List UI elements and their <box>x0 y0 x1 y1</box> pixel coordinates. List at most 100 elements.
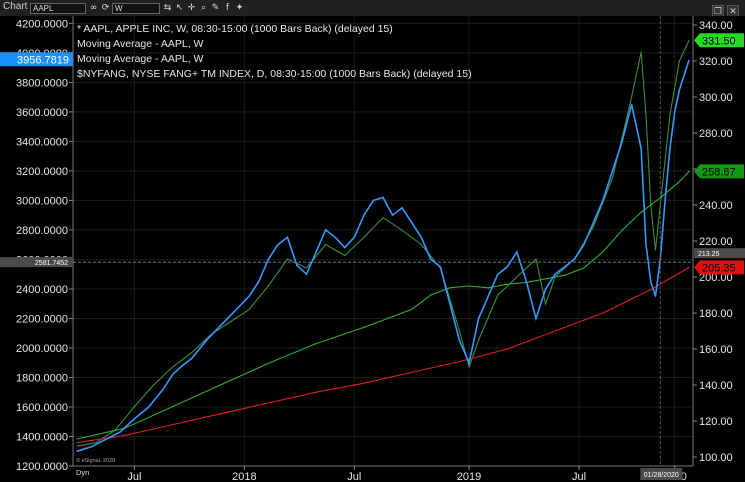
data-point <box>430 258 432 261</box>
data-point <box>688 170 690 172</box>
x-tick-label: 2019 <box>457 471 481 482</box>
left-tick-label: 3200.0000 <box>16 166 68 178</box>
data-point <box>152 384 155 386</box>
data-point <box>334 236 336 238</box>
data-point <box>458 361 461 363</box>
data-point <box>219 384 222 386</box>
refresh-icon[interactable]: ⟳ <box>101 3 110 13</box>
data-point <box>325 229 327 231</box>
data-point <box>363 382 365 384</box>
legend: * AAPL, APPLE INC, W, 08:30-15:00 (1000 … <box>77 23 472 80</box>
left-tick-label: 2400.0000 <box>16 284 68 296</box>
share-icon[interactable]: ⇆ <box>163 3 172 13</box>
data-point <box>119 431 121 433</box>
data-point <box>449 303 451 305</box>
data-point <box>449 287 451 289</box>
zoom-icon[interactable]: ⌕ <box>200 3 207 13</box>
data-point <box>382 196 384 199</box>
data-point <box>621 229 623 231</box>
series-line <box>76 266 690 444</box>
data-point <box>411 308 413 310</box>
data-point <box>411 371 413 373</box>
data-point <box>172 424 174 426</box>
left-tick-label: 1200.0000 <box>16 461 68 473</box>
left-tick-label: 1800.0000 <box>16 372 68 384</box>
data-point <box>382 217 384 219</box>
left-tick-label: 3000.0000 <box>16 195 68 207</box>
data-point <box>535 317 537 320</box>
data-point <box>506 266 508 268</box>
crosshair-left-label: 2581.7452 <box>35 260 68 267</box>
chain-icon[interactable]: ∞ <box>89 3 98 13</box>
data-point <box>76 438 78 440</box>
data-point <box>267 362 269 364</box>
facebook-icon[interactable]: f <box>225 3 230 13</box>
data-point <box>602 312 604 314</box>
data-point <box>296 264 298 266</box>
right-tick-label: 180.00 <box>699 308 733 320</box>
data-point <box>669 148 671 150</box>
data-point <box>468 362 470 364</box>
interval-input[interactable]: W <box>112 3 160 14</box>
right-axis: 340.00320.00300.00280.00260.00240.00220.… <box>693 20 733 464</box>
left-tick-label: 2800.0000 <box>16 225 68 237</box>
left-tick-label: 1400.0000 <box>16 431 68 443</box>
data-point <box>506 283 508 285</box>
dyn-label[interactable]: Dyn <box>76 468 89 477</box>
data-point <box>305 273 308 275</box>
data-point <box>420 236 422 238</box>
data-point <box>631 103 633 106</box>
cursor-date-label: 01/28/2020 <box>644 472 679 479</box>
data-point <box>76 442 78 444</box>
data-point <box>344 254 346 256</box>
toolbar: AAPL ∞ ⟳ W ⇆ ↖ ✛ ⌕ ✎ f ✦ ❐ ✕ <box>0 3 745 17</box>
data-point <box>363 214 365 216</box>
data-point <box>678 181 681 183</box>
data-point <box>602 199 604 202</box>
last-value-label-left: 3956.7819 <box>17 54 69 66</box>
left-tick-label: 3400.0000 <box>16 136 68 148</box>
data-point <box>76 450 78 452</box>
x-tick-label: Jul <box>127 471 141 482</box>
data-point <box>611 177 614 179</box>
data-point <box>631 96 633 98</box>
data-point <box>191 357 193 359</box>
left-tick-label: 2200.0000 <box>16 313 68 325</box>
data-point <box>315 343 317 345</box>
data-point <box>487 287 489 289</box>
symbol-input[interactable]: AAPL <box>30 3 86 14</box>
data-point <box>497 273 499 275</box>
crosshair-right-label: 213.25 <box>698 251 720 258</box>
series-line <box>76 40 690 447</box>
data-point <box>420 244 422 246</box>
data-point <box>248 295 250 297</box>
twitter-icon[interactable]: ✦ <box>235 3 244 13</box>
left-tick-label: 4200.0000 <box>16 18 68 30</box>
data-point <box>645 244 647 246</box>
data-point <box>544 288 547 290</box>
data-point <box>181 365 183 367</box>
data-point <box>162 388 164 390</box>
x-tick-label: Jul <box>347 471 361 482</box>
legend-nyfang: $NYFANG, NYSE FANG+ TM INDEX, D, 08:30-1… <box>77 68 472 80</box>
data-point <box>650 280 652 283</box>
cursor-icon[interactable]: ↖ <box>175 3 184 13</box>
data-point <box>583 267 585 269</box>
crosshair-icon[interactable]: ✛ <box>187 3 196 13</box>
data-point <box>659 204 661 206</box>
series-2 <box>76 266 690 444</box>
last-value-badge-left <box>0 52 73 67</box>
price-badge-label: 205.35 <box>702 262 736 274</box>
right-tick-label: 240.00 <box>699 200 733 212</box>
data-point <box>148 406 150 408</box>
data-point <box>688 39 690 41</box>
right-tick-label: 140.00 <box>699 380 733 392</box>
data-point <box>229 321 231 323</box>
data-point <box>258 280 260 283</box>
legend-aapl: * AAPL, APPLE INC, W, 08:30-15:00 (1000 … <box>77 23 393 35</box>
data-point <box>645 114 647 116</box>
data-point <box>654 249 657 251</box>
data-point <box>172 366 174 368</box>
data-point <box>640 148 642 150</box>
drawing-icon[interactable]: ✎ <box>211 3 220 13</box>
